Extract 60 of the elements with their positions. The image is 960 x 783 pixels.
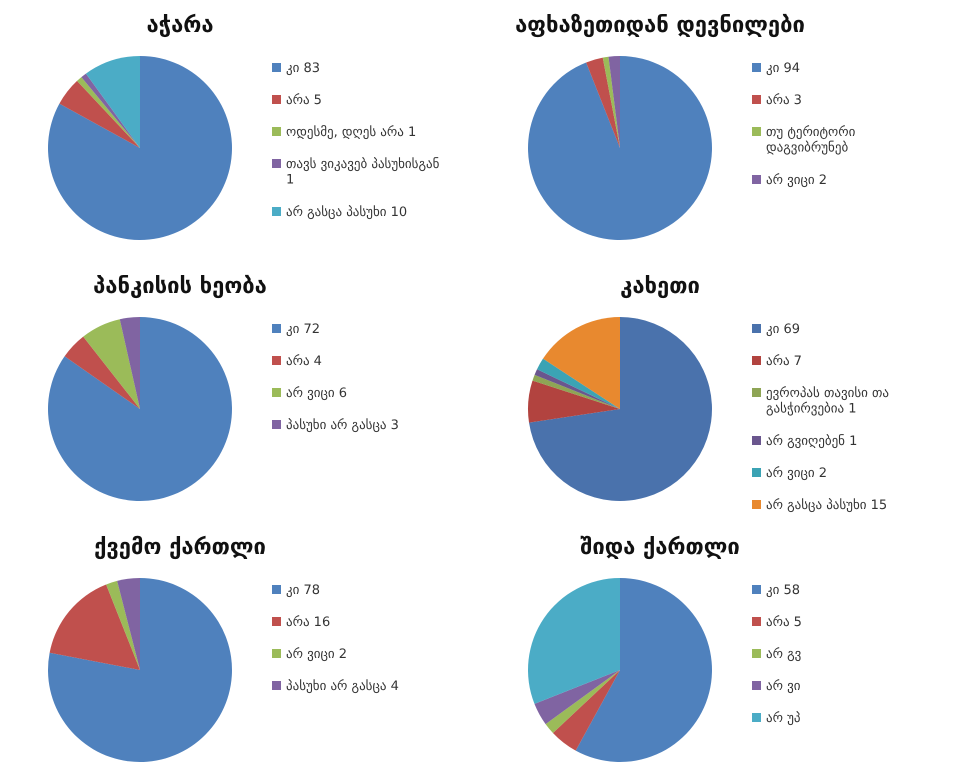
pie-slice (48, 56, 232, 240)
pie-slice (48, 317, 232, 501)
legend-label: არა 16 (286, 615, 330, 630)
legend-label: პასუხი არ გასცა 4 (286, 679, 399, 694)
pie-slice (117, 578, 140, 670)
legend-label: არა 5 (766, 615, 802, 630)
pie-slice (120, 317, 140, 409)
legend-label: არა 3 (766, 93, 802, 108)
pie-slice (534, 369, 620, 409)
chart-title: პანკისის ხეობა (93, 274, 267, 299)
pie-slice (528, 380, 620, 423)
pie-slice (48, 578, 232, 762)
pie-slice (59, 80, 140, 148)
pie-slice (50, 584, 140, 670)
pie-slice (64, 336, 140, 409)
legend-label: თავს ვიკავებ პასუხისგან 1 (286, 157, 440, 188)
pie-slice (528, 56, 712, 240)
chart-title: შიდა ქართლი (580, 535, 740, 560)
legend-label: არ გვიღებენ 1 (766, 434, 858, 449)
legend-label: კი 78 (286, 583, 320, 598)
pie-slice (546, 670, 620, 733)
chart-title: აჭარა (146, 13, 214, 38)
legend-label: კი 58 (766, 583, 800, 598)
legend-label: არა 7 (766, 354, 802, 369)
legend-label: პასუხი არ გასცა 3 (286, 418, 399, 433)
legend-label: არ გასცა პასუხი 10 (286, 205, 408, 220)
pie-slice (528, 578, 620, 704)
legend-label: არ ვიცი 2 (766, 466, 828, 481)
pie-slice (529, 317, 712, 501)
legend-label: თუ ტერიტორი დაგვიბრუნებ (766, 125, 856, 156)
pie-slice (537, 358, 620, 409)
pie-slice (552, 670, 620, 751)
legend-label: ოდესმე, დღეს არა 1 (286, 125, 416, 140)
chart-title: აფხაზეთიდან დევნილები (515, 13, 805, 38)
pie-slice (86, 56, 140, 148)
legend-label: არა 5 (286, 93, 322, 108)
chart-title: ქვემო ქართლი (94, 535, 266, 560)
legend-label: არ გვ (766, 647, 802, 662)
legend-label: კი 83 (286, 61, 320, 76)
chart-title: კახეთი (620, 274, 700, 299)
legend-label: არ უპ (766, 711, 800, 726)
legend-label: არ გასცა პასუხი 15 (766, 498, 888, 513)
legend-label: არა 4 (286, 354, 322, 369)
legend-label: კი 72 (286, 322, 320, 337)
legend-label: არ ვიცი 2 (766, 173, 828, 188)
legend-label: არ ვიცი 2 (286, 647, 348, 662)
legend-label: ევროპას თავისი თა გასჭირვებია 1 (766, 386, 890, 417)
pie-slice (586, 58, 620, 148)
legend-label: კი 94 (766, 61, 800, 76)
pie-slice (532, 374, 620, 409)
pie-slice (576, 578, 712, 762)
pie-slice (608, 56, 620, 148)
pie-slice (534, 670, 620, 724)
pie-slice (542, 317, 620, 409)
legend-label: კი 69 (766, 322, 800, 337)
pie-slice (83, 319, 140, 409)
legend-label: არ ვი (766, 679, 801, 694)
pie-slice (106, 580, 140, 670)
legend-label: არ ვიცი 6 (286, 386, 348, 401)
pie-slice (602, 56, 620, 148)
